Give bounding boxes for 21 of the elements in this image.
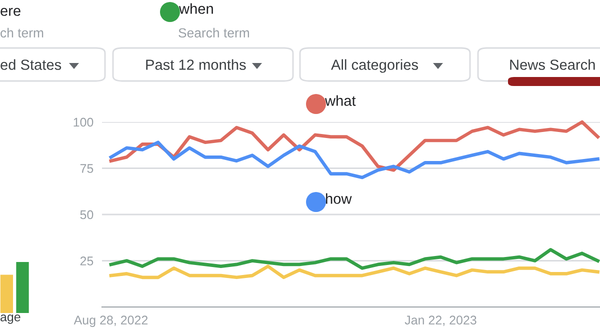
x-tick-label: Jan 22, 2023 (404, 316, 476, 326)
text: All categories (331, 59, 418, 73)
text: ed States (0, 59, 62, 70)
y-tick-label: 75 (80, 164, 94, 173)
text: Search term (178, 28, 249, 38)
line-series (109, 140, 600, 180)
text: age (0, 314, 20, 324)
text: Past 12 months (146, 59, 246, 70)
x-tick-label: Aug 28, 2022 (74, 316, 148, 327)
y-tick-label: 25 (80, 256, 94, 266)
y-tick-label: 50 (80, 210, 94, 220)
y-tick-label: 100 (74, 118, 94, 127)
line-series (109, 120, 600, 172)
text: ere (0, 8, 20, 16)
text: ch term (0, 28, 44, 38)
legend-label: when (178, 3, 213, 14)
line-series (109, 248, 600, 270)
legend-label: how (326, 193, 352, 204)
line-series (109, 264, 600, 280)
text: News Search (510, 59, 595, 70)
legend-label: what (324, 95, 356, 106)
